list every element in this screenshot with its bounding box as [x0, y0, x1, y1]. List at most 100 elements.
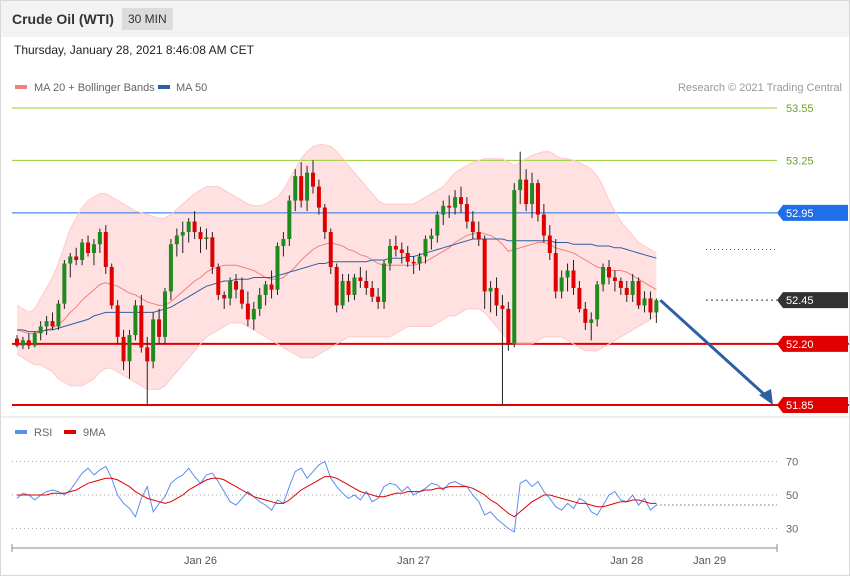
- interval-button[interactable]: 30 MIN: [122, 8, 173, 30]
- candle-body: [168, 244, 173, 292]
- candle-body: [228, 280, 233, 299]
- candle-body: [346, 280, 351, 295]
- level-label-52-95: 52.95: [786, 208, 814, 220]
- candle-body: [251, 308, 256, 320]
- candle-body: [62, 263, 67, 304]
- candle-body: [145, 347, 150, 362]
- candle-body: [547, 235, 552, 254]
- candle-body: [163, 291, 167, 337]
- candle-body: [530, 183, 535, 205]
- candle-body: [524, 179, 529, 205]
- level-label-52-20: 52.20: [786, 339, 814, 351]
- candle-body: [20, 340, 25, 346]
- candle-body: [275, 246, 280, 290]
- candle-body: [459, 197, 463, 205]
- candle-body: [204, 237, 209, 240]
- candle-body: [565, 270, 570, 278]
- candle-body: [624, 287, 629, 295]
- candle-body: [32, 333, 37, 346]
- candle-body: [571, 270, 576, 288]
- candle-body: [281, 239, 286, 247]
- candle-body: [56, 303, 61, 327]
- candle-body: [103, 232, 108, 267]
- candle-body: [293, 176, 298, 201]
- candle-body: [393, 246, 398, 250]
- x-tick-label: Jan 29: [693, 555, 726, 567]
- rsi-tick-70: 70: [786, 457, 798, 469]
- level-lines: [12, 107, 849, 406]
- chart-header: Crude Oil (WTI) 30 MIN: [1, 1, 849, 37]
- candle-body: [121, 336, 126, 362]
- candle-body: [322, 207, 327, 233]
- candle-body: [376, 296, 381, 302]
- candle-body: [642, 298, 647, 306]
- candle-body: [287, 200, 292, 240]
- candle-body: [151, 319, 156, 362]
- candle-body: [476, 232, 481, 240]
- candle-body: [411, 261, 416, 264]
- x-tick-label: Jan 27: [397, 555, 430, 567]
- rsi-tick-30: 30: [786, 524, 798, 536]
- candle-body: [612, 277, 617, 281]
- candle-body: [257, 294, 262, 309]
- candles: [15, 151, 659, 405]
- candle-body: [222, 294, 227, 299]
- candle-body: [263, 284, 268, 295]
- rsi-9ma-line: [17, 476, 657, 518]
- candle-body: [405, 253, 410, 262]
- candle-body: [648, 298, 653, 313]
- candle-body: [364, 280, 369, 288]
- candle-body: [74, 256, 79, 260]
- candle-body: [464, 204, 469, 222]
- candle-body: [535, 183, 540, 215]
- candle-body: [352, 277, 357, 295]
- candle-body: [311, 172, 315, 187]
- rsi-legend-swatch: [15, 430, 27, 434]
- candle-body: [636, 280, 641, 306]
- ma20-legend-label: MA 20 + Bollinger Bands: [34, 82, 155, 94]
- candle-body: [577, 287, 582, 309]
- candle-body: [453, 197, 458, 208]
- level-tag-51-85: [777, 397, 848, 413]
- level-label-53-25: 53.25: [786, 155, 814, 167]
- candle-body: [139, 305, 144, 348]
- candle-body: [334, 266, 339, 306]
- bb-upper-line: [16, 144, 657, 313]
- candle-body: [210, 237, 215, 267]
- candle-body: [186, 221, 191, 233]
- ma50-legend-label: MA 50: [176, 82, 207, 94]
- candle-body: [382, 263, 387, 302]
- level-tag-52-95: [777, 204, 848, 221]
- candle-body: [488, 287, 493, 292]
- candle-body: [340, 280, 345, 306]
- candle-body: [180, 232, 185, 236]
- candle-body: [269, 284, 274, 290]
- candle-body: [26, 340, 31, 346]
- rsi-legend-label: RSI: [34, 427, 52, 439]
- candle-body: [518, 179, 523, 191]
- candle-body: [500, 305, 505, 309]
- candle-body: [80, 242, 85, 260]
- candle-body: [630, 280, 635, 295]
- rsi-9ma-legend-swatch: [64, 430, 76, 434]
- candle-body: [607, 266, 611, 278]
- candle-body: [192, 221, 197, 233]
- candle-body: [423, 239, 428, 257]
- candle-body: [198, 232, 203, 240]
- candle-body: [370, 287, 375, 297]
- candle-body: [91, 244, 96, 254]
- candle-body: [97, 232, 102, 245]
- candle-body: [50, 321, 55, 327]
- candle-body: [494, 287, 499, 306]
- candle-body: [68, 256, 73, 264]
- timestamp: Thursday, January 28, 2021 8:46:08 AM CE…: [14, 43, 254, 57]
- candle-body: [387, 246, 392, 264]
- ma20-legend-swatch: [15, 85, 27, 89]
- candle-body: [618, 280, 623, 288]
- candle-body: [44, 321, 49, 327]
- rsi-panel: 70 50 30: [12, 457, 798, 536]
- candle-body: [133, 305, 138, 336]
- candle-body: [553, 253, 558, 292]
- candle-body: [417, 256, 422, 264]
